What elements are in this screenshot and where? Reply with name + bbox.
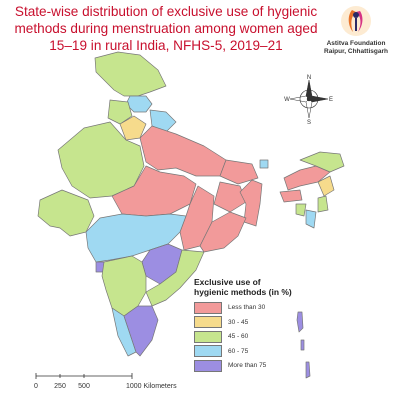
legend-label: Less than 30 (228, 304, 266, 311)
legend-title: Exclusive use of hygienic methods (in %) (194, 277, 304, 297)
legend-item: 45 - 60 (194, 330, 304, 343)
state-west-bengal (239, 179, 263, 227)
legend-swatch (194, 316, 222, 328)
state-arunachal-pradesh (299, 151, 345, 173)
legend-swatch (194, 345, 222, 357)
state-rajasthan (57, 121, 145, 199)
scale-label-1000: 1000 Kilometers (126, 383, 177, 390)
state-jammu-kashmir (94, 51, 167, 97)
legend-items: Less than 30 30 - 45 45 - 60 60 - 75 More th… (194, 301, 304, 372)
title-line-2: methods during menstruation among women … (14, 21, 318, 36)
state-uttarakhand (149, 109, 177, 133)
brand-name: Astitva Foundation (326, 40, 386, 47)
state-bihar (219, 159, 259, 185)
legend: Exclusive use of hygienic methods (in %)… (194, 277, 304, 374)
astitva-logo-icon (341, 6, 371, 36)
compass-s: S (307, 120, 311, 124)
title-line-1: State-wise distribution of exclusive use… (14, 4, 318, 19)
legend-label: More than 75 (228, 362, 267, 369)
scale-label-500: 500 (78, 383, 90, 390)
legend-item: 60 - 75 (194, 345, 304, 358)
legend-title-line-2: hygienic methods (in %) (194, 287, 292, 297)
legend-label: 45 - 60 (228, 333, 249, 340)
state-punjab (107, 99, 133, 125)
state-gujarat (37, 189, 95, 237)
state-odisha (199, 211, 247, 253)
legend-title-line-1: Exclusive use of (194, 277, 261, 287)
scale-bar: 0 250 500 1000 Kilometers (34, 373, 177, 390)
state-assam (283, 165, 331, 191)
compass-n: N (307, 75, 311, 81)
state-andhra-pradesh (145, 249, 205, 307)
legend-swatch (194, 359, 222, 372)
state-tamil-nadu (123, 305, 159, 357)
compass-rose-icon: N S E W (284, 75, 333, 124)
compass-w: W (284, 97, 290, 103)
state-tripura (295, 203, 307, 217)
islands-andaman-nicobar (296, 311, 311, 379)
map-title: State-wise distribution of exclusive use… (6, 3, 326, 54)
legend-item: 30 - 45 (194, 316, 304, 329)
state-jharkhand (213, 181, 247, 213)
legend-swatch (194, 330, 222, 343)
scale-label-250: 250 (54, 383, 66, 390)
state-manipur (317, 195, 329, 213)
legend-item: Less than 30 (194, 301, 304, 314)
state-uttar-pradesh (139, 125, 227, 177)
legend-label: 60 - 75 (228, 347, 249, 355)
title-line-3: 15–19 in rural India, NFHS-5, 2019–21 (49, 38, 283, 53)
brand-block: Astitva Foundation Raipur, Chhattisgarh (316, 4, 396, 56)
brand-location: Raipur, Chhattisgarh (324, 48, 388, 55)
state-meghalaya (279, 189, 303, 203)
state-mizoram (305, 209, 317, 229)
state-nagaland (317, 175, 335, 197)
legend-swatch (194, 301, 222, 314)
state-haryana (119, 115, 147, 141)
state-sikkim (259, 159, 269, 169)
compass-e: E (329, 97, 333, 103)
legend-label: 30 - 45 (228, 318, 249, 326)
scale-label-0: 0 (34, 383, 38, 390)
legend-item: More than 75 (194, 359, 304, 372)
